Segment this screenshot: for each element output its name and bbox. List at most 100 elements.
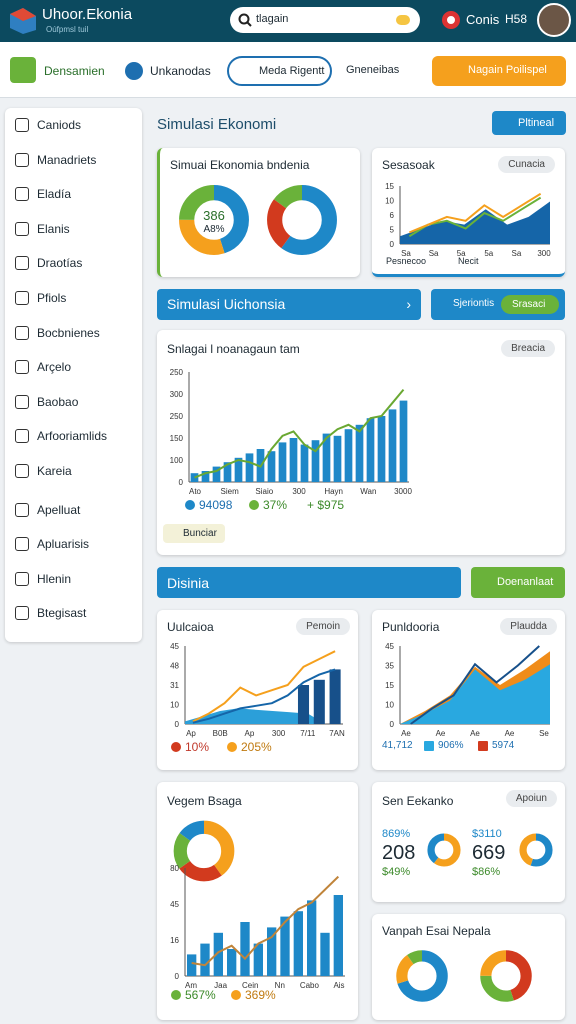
donut-segment (480, 950, 532, 1002)
chart: 0 16 45 80 Am Jaa Cein Nn Cabo Ais (170, 864, 345, 990)
sidebar-item[interactable]: Baobao (15, 394, 137, 409)
y-tick-label: 15 (385, 681, 394, 690)
donut (267, 185, 337, 255)
x-tick-label: 300 (272, 729, 286, 738)
avatar[interactable] (537, 3, 571, 37)
bar (267, 927, 277, 976)
x-tick-label: Siem (221, 487, 240, 496)
y-tick-label: 80 (170, 864, 179, 873)
section-button[interactable]: Srasaci (501, 295, 559, 314)
legend-item: 205% (227, 740, 272, 754)
sidebar-label: Apelluat (37, 502, 81, 517)
y-tick-label: 15 (385, 182, 394, 191)
bar (234, 457, 243, 482)
donut-segment (396, 950, 448, 1002)
sidebar-icon (15, 187, 29, 202)
sidebar-icon (15, 291, 29, 305)
donut-segment (173, 820, 235, 882)
card-button[interactable]: Pemoin (296, 618, 350, 635)
sidebar-icon (15, 152, 29, 167)
bar (366, 418, 375, 482)
donut-value: 386 (203, 208, 225, 223)
card-button[interactable]: Plaudda (500, 618, 557, 635)
toolbar-item[interactable]: Densamien (44, 64, 105, 78)
legend-item: 906% (424, 740, 464, 751)
donut-segment (427, 833, 461, 867)
legend-item: 369% (231, 988, 276, 1002)
section-bar[interactable]: Disinia (157, 567, 461, 598)
chart: 0 10 31 48 45 Ap B0B Ap 300 7/11 7AN (170, 642, 345, 738)
menu-button[interactable] (10, 57, 36, 83)
toolbar-button[interactable]: Meda Rigentt (227, 56, 332, 86)
section-button[interactable]: Doenanlaat (471, 567, 565, 598)
bar (212, 466, 221, 482)
bar (245, 453, 254, 482)
card: Sesasoak Cunacia 0 5 6 10 15 Sa Sa 5a 5a Sa 300 Pe… (372, 148, 565, 277)
bar (333, 435, 342, 482)
bar (190, 473, 199, 482)
y-tick-label: 0 (175, 720, 180, 729)
x-tick-label: Ap (186, 729, 196, 738)
card-button[interactable]: Breacia (501, 340, 555, 357)
legend-item: Necit (458, 256, 479, 266)
chart: 0 100 150 250 300 250 Ato Siem Siaio 300 Hayn Wan 30… (170, 368, 413, 496)
sidebar-item[interactable]: Apluarisis (15, 537, 137, 552)
card-title: Simuai Ekonomia bndenia (170, 158, 310, 172)
bar (399, 400, 408, 482)
sidebar-item[interactable]: Btegisast (15, 606, 137, 621)
y-tick-label: 45 (385, 642, 394, 651)
sidebar-item[interactable]: Arçelo (15, 360, 137, 375)
sidebar-item[interactable]: Manadriets (15, 152, 137, 167)
section-link[interactable]: Sjeriontis Srasaci (431, 289, 565, 320)
section-bar[interactable]: Simulasi Uichonsia › (157, 289, 421, 320)
card-title: Snlagai l noanagaun tam (167, 342, 300, 356)
card-button[interactable]: Apoiun (505, 790, 557, 807)
line (191, 875, 340, 967)
y-tick-label: 10 (385, 197, 394, 206)
y-tick-label: 48 (170, 662, 179, 671)
toolbar-item[interactable]: Unkanodas (150, 64, 211, 78)
search-box[interactable]: tlagain (230, 7, 420, 33)
card: Snlagai l noanagaun tam Breacia 0 100 150 2… (157, 330, 565, 555)
donut (396, 950, 448, 1002)
legend-text: 567% (185, 988, 216, 1002)
sidebar-item[interactable]: Pfiols (15, 291, 137, 305)
x-tick-label: 5a (457, 249, 466, 258)
sidebar-icon (15, 464, 29, 478)
sidebar-icon (15, 256, 29, 271)
card-title: Sesasoak (382, 158, 435, 172)
sidebar-item[interactable]: Eladía (15, 187, 137, 202)
x-tick-label: Cabo (300, 981, 320, 990)
sidebar-item[interactable]: Arfooriamlids (15, 429, 137, 444)
action-button[interactable]: Bunciar (163, 524, 225, 543)
sidebar-item[interactable]: Caniods (15, 118, 137, 132)
y-tick-label: 100 (170, 456, 184, 465)
logo-text: Uhoor.Ekonia (42, 6, 133, 23)
toolbar-item[interactable]: Gneneibas (346, 64, 400, 76)
sidebar-item[interactable]: Elanis (15, 221, 137, 236)
user-name[interactable]: Conis (466, 12, 500, 27)
toolbar-cta[interactable]: Nagain Poilispel (432, 56, 566, 86)
sidebar-label: Pfiols (37, 291, 67, 305)
bar (377, 416, 386, 482)
sidebar-label: Caniods (37, 118, 82, 132)
sidebar-item[interactable]: Hlenin (15, 571, 137, 586)
line (194, 388, 405, 479)
sidebar-item[interactable]: Bocbnienes (15, 325, 137, 340)
sidebar-item[interactable]: Apelluat (15, 502, 137, 517)
sidebar-label: Btegisast (37, 606, 87, 621)
bar (322, 433, 331, 482)
x-tick-label: Cein (242, 981, 258, 990)
sidebar-item[interactable]: Draotías (15, 256, 137, 271)
card-button[interactable]: Cunacia (498, 156, 555, 173)
x-tick-label: Ae (436, 729, 446, 738)
page-button[interactable]: Pltineal (492, 111, 566, 135)
sidebar-item[interactable]: Kareia (15, 464, 137, 478)
sidebar-label: Elanis (37, 221, 70, 236)
x-tick-label: 3000 (394, 487, 412, 496)
sidebar: Caniods Manadriets Eladía Elanis Draotías Pfi… (5, 108, 142, 642)
y-tick-label: 10 (170, 701, 179, 710)
sidebar-label: Bocbnienes (37, 325, 100, 340)
kpi-label: $86% (472, 866, 501, 878)
